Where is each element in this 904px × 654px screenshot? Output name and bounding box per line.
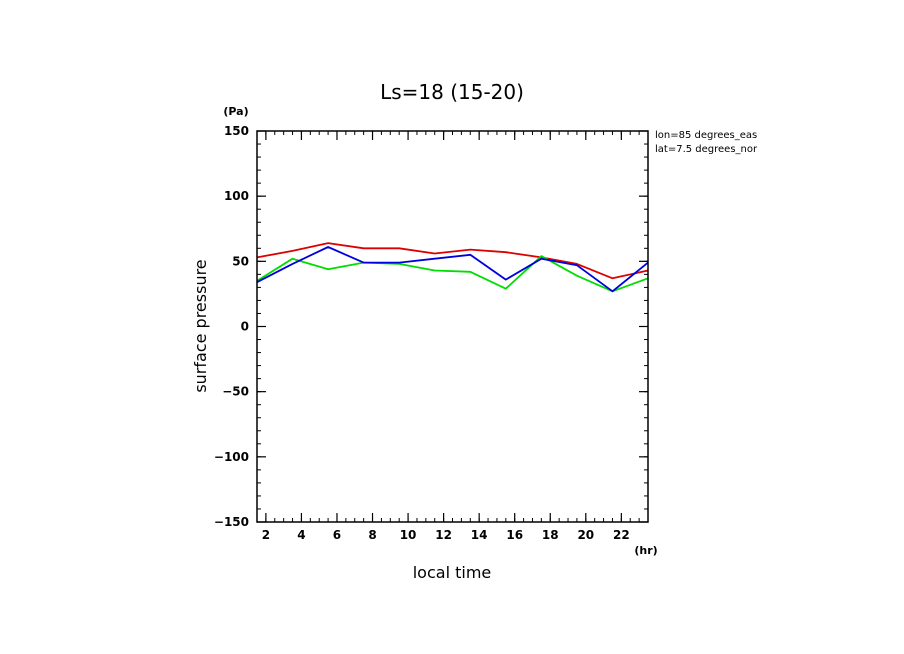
x-tick-label: 6 — [333, 528, 341, 542]
y-tick-label: 0 — [241, 320, 249, 334]
x-unit: (hr) — [634, 544, 657, 557]
y-tick-label: 50 — [232, 254, 249, 268]
annotation-lat: lat=7.5 degrees_nor — [655, 144, 758, 155]
x-tick-label: 2 — [262, 528, 270, 542]
x-tick-label: 10 — [400, 528, 417, 542]
y-tick-label: −100 — [214, 450, 249, 464]
x-axis-label: local time — [413, 563, 492, 582]
x-tick-label: 18 — [542, 528, 559, 542]
x-tick-label: 12 — [435, 528, 452, 542]
annotation-lon: lon=85 degrees_eas — [655, 130, 757, 141]
y-tick-label: 100 — [224, 189, 249, 203]
series-line-3 — [256, 246, 649, 293]
y-axis-label: surface pressure — [191, 259, 210, 392]
axis-ticks: 2 4 6 8 10 12 14 16 18 20 22 −150 −100 −50 0 50 100 150 — [214, 124, 649, 542]
series-lines — [256, 242, 649, 293]
y-tick-label: −50 — [222, 385, 249, 399]
x-tick-label: 22 — [613, 528, 630, 542]
x-tick-label: 8 — [368, 528, 376, 542]
y-tick-label: 150 — [224, 124, 249, 138]
x-tick-label: 16 — [506, 528, 523, 542]
y-unit: (Pa) — [223, 105, 248, 118]
x-tick-label: 14 — [471, 528, 488, 542]
x-tick-label: 20 — [577, 528, 594, 542]
y-tick-label: −150 — [214, 515, 249, 529]
x-tick-label: 4 — [297, 528, 305, 542]
plot-frame — [256, 130, 649, 523]
series-line-2 — [256, 255, 649, 293]
series-line-1 — [256, 242, 649, 280]
chart-title: Ls=18 (15-20) — [380, 80, 524, 104]
